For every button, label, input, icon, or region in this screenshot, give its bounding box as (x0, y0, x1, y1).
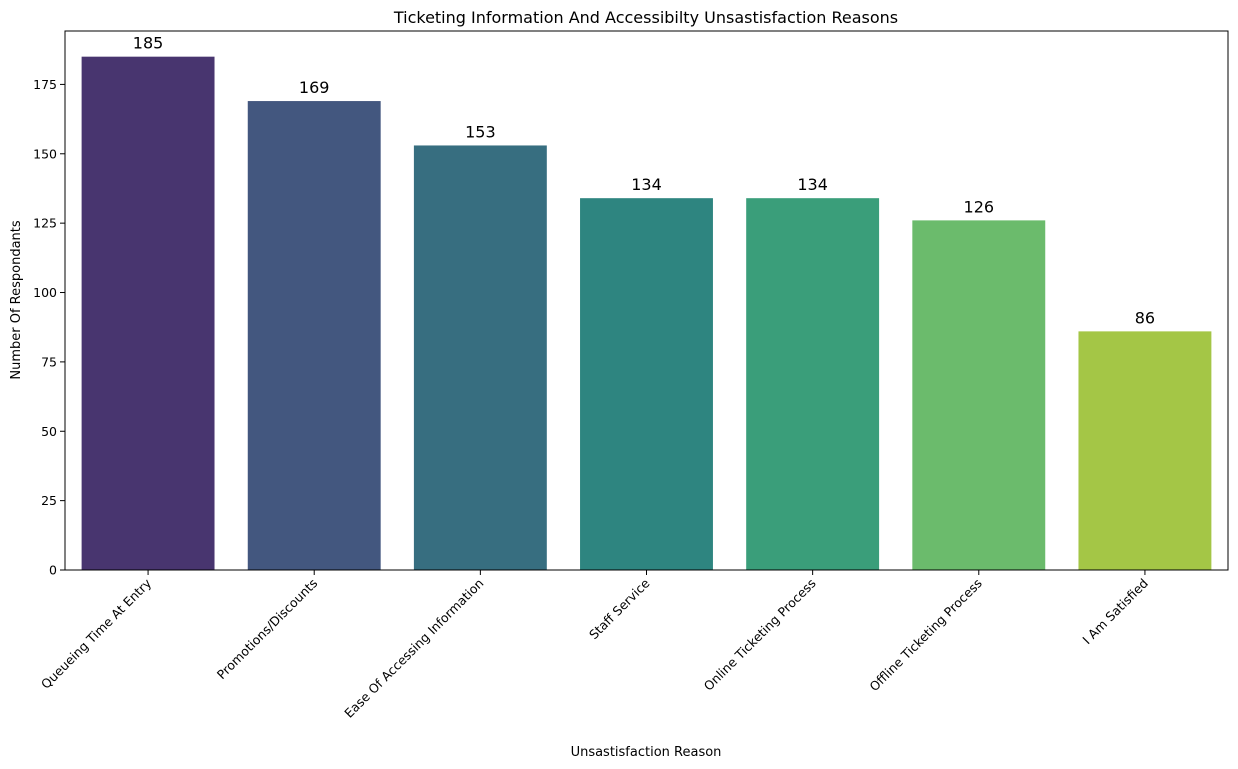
data-label: 169 (299, 78, 330, 97)
data-label: 134 (631, 175, 662, 194)
x-tick-label: Queueing Time At Entry (38, 575, 155, 692)
data-label: 126 (964, 197, 995, 216)
data-label: 153 (465, 122, 496, 141)
x-tick-label: I Am Satisfied (1079, 576, 1151, 648)
y-tick-label: 75 (41, 354, 57, 369)
y-axis-label: Number Of Respondants (9, 220, 24, 380)
bar (912, 220, 1046, 570)
y-tick-label: 50 (41, 424, 57, 439)
bar (413, 145, 547, 570)
y-tick-label: 125 (33, 216, 57, 231)
y-tick-label: 25 (41, 493, 57, 508)
x-axis-label: Unsastisfaction Reason (571, 745, 722, 760)
y-tick-label: 100 (33, 285, 57, 300)
x-tick-label: Offline Ticketing Process (866, 576, 985, 695)
bar (746, 198, 880, 570)
data-label: 185 (133, 34, 164, 53)
bar (247, 101, 381, 570)
data-label: 86 (1135, 308, 1155, 327)
x-tick-label: Online Ticketing Process (701, 576, 819, 694)
data-label: 134 (797, 175, 828, 194)
plot-frame (64, 30, 1229, 571)
x-tick-label: Ease Of Accessing Information (341, 576, 486, 721)
x-tick-label: Staff Service (586, 575, 653, 642)
plot-area: 185 Queueing Time At Entry 169 Promotions/D… (33, 34, 1212, 721)
y-tick-label: 175 (33, 77, 57, 92)
bar (1078, 331, 1212, 570)
y-tick-label: 150 (33, 146, 57, 161)
bar (580, 198, 713, 570)
x-tick-label: Promotions/Discounts (214, 576, 321, 683)
y-tick-label: 0 (49, 563, 57, 578)
chart-title: Ticketing Information And Accessibilty U… (393, 8, 898, 27)
bar (81, 56, 215, 571)
